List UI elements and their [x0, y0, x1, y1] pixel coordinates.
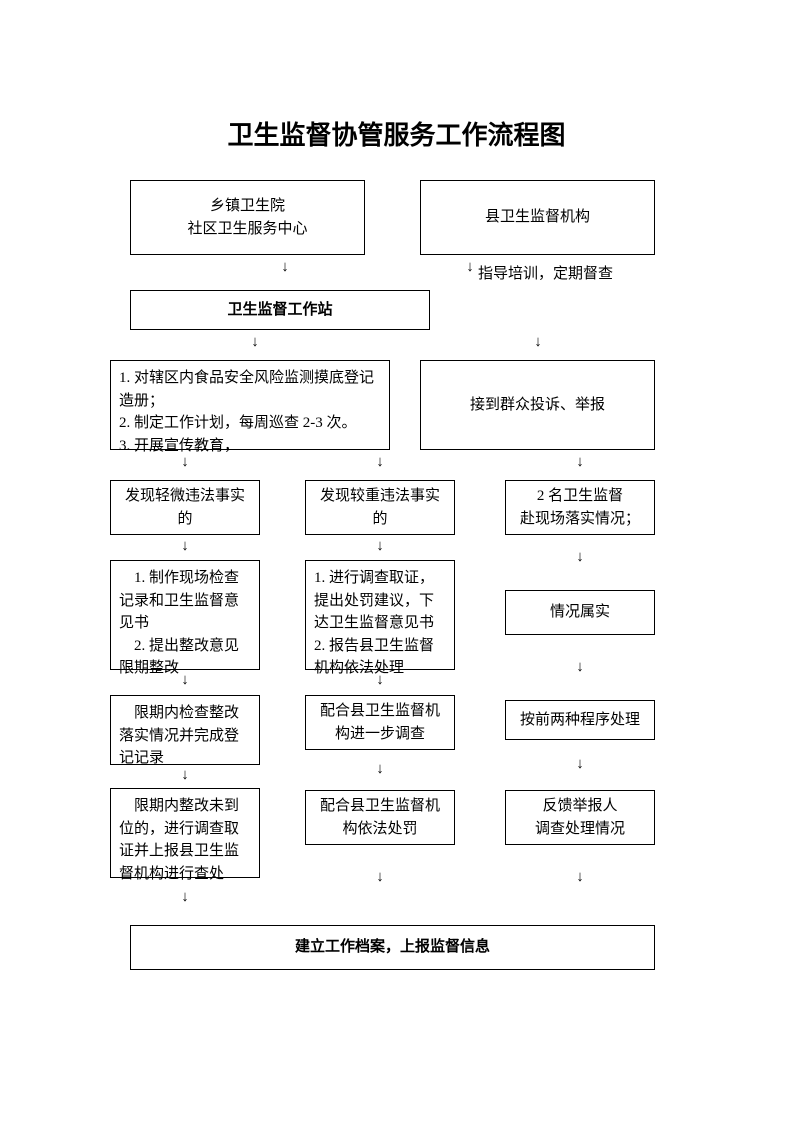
flow-arrow: ↓	[370, 455, 390, 470]
node-serious-steps: 1. 进行调查取证，提出处罚建议，下达卫生监督意见书2. 报告县卫生监督机构依法…	[305, 560, 455, 670]
node-township-clinic: 乡镇卫生院社区卫生服务中心	[130, 180, 365, 255]
flow-arrow: ↓	[460, 260, 480, 275]
flow-arrow: ↓	[175, 673, 195, 688]
flow-arrow: ↓	[370, 673, 390, 688]
flow-arrow: ↓	[175, 539, 195, 554]
flow-arrow: ↓	[570, 870, 590, 885]
flow-arrow: ↓	[570, 757, 590, 772]
node-onsite-check: 2 名卫生监督赴现场落实情况；	[505, 480, 655, 535]
flow-arrow: ↓	[570, 550, 590, 565]
node-minor-steps: 1. 制作现场检查记录和卫生监督意见书 2. 提出整改意见限期整改	[110, 560, 260, 670]
node-feedback: 反馈举报人调查处理情况	[505, 790, 655, 845]
node-workstation: 卫生监督工作站	[130, 290, 430, 330]
flowchart-page: 卫生监督协管服务工作流程图 乡镇卫生院社区卫生服务中心 县卫生监督机构 卫生监督…	[0, 0, 793, 1122]
flow-arrow: ↓	[175, 768, 195, 783]
node-county-supervision: 县卫生监督机构	[420, 180, 655, 255]
flow-arrow: ↓	[370, 870, 390, 885]
flow-arrow: ↓	[370, 539, 390, 554]
flow-arrow: ↓	[275, 260, 295, 275]
node-minor-violation: 发现轻微违法事实的	[110, 480, 260, 535]
node-serious-violation: 发现较重违法事实的	[305, 480, 455, 535]
flow-arrow: ↓	[175, 890, 195, 905]
page-title: 卫生监督协管服务工作流程图	[0, 115, 793, 152]
node-per-two-procedures: 按前两种程序处理	[505, 700, 655, 740]
node-tasks: 1. 对辖区内食品安全风险监测摸底登记造册；2. 制定工作计划，每周巡查 2-3…	[110, 360, 390, 450]
flow-arrow: ↓	[570, 660, 590, 675]
node-not-rectified: 限期内整改未到位的，进行调查取证并上报县卫生监督机构进行查处	[110, 788, 260, 878]
node-complaint: 接到群众投诉、举报	[420, 360, 655, 450]
flow-arrow: ↓	[175, 455, 195, 470]
node-coop-punish: 配合县卫生监督机构依法处罚	[305, 790, 455, 845]
node-verified: 情况属实	[505, 590, 655, 635]
arrow-label: 指导培训，定期督查	[478, 262, 613, 283]
node-archive: 建立工作档案，上报监督信息	[130, 925, 655, 970]
flow-arrow: ↓	[528, 335, 548, 350]
node-followup-check: 限期内检查整改落实情况并完成登记记录	[110, 695, 260, 765]
node-coop-investigate: 配合县卫生监督机构进一步调查	[305, 695, 455, 750]
flow-arrow: ↓	[370, 762, 390, 777]
flow-arrow: ↓	[570, 455, 590, 470]
flow-arrow: ↓	[245, 335, 265, 350]
